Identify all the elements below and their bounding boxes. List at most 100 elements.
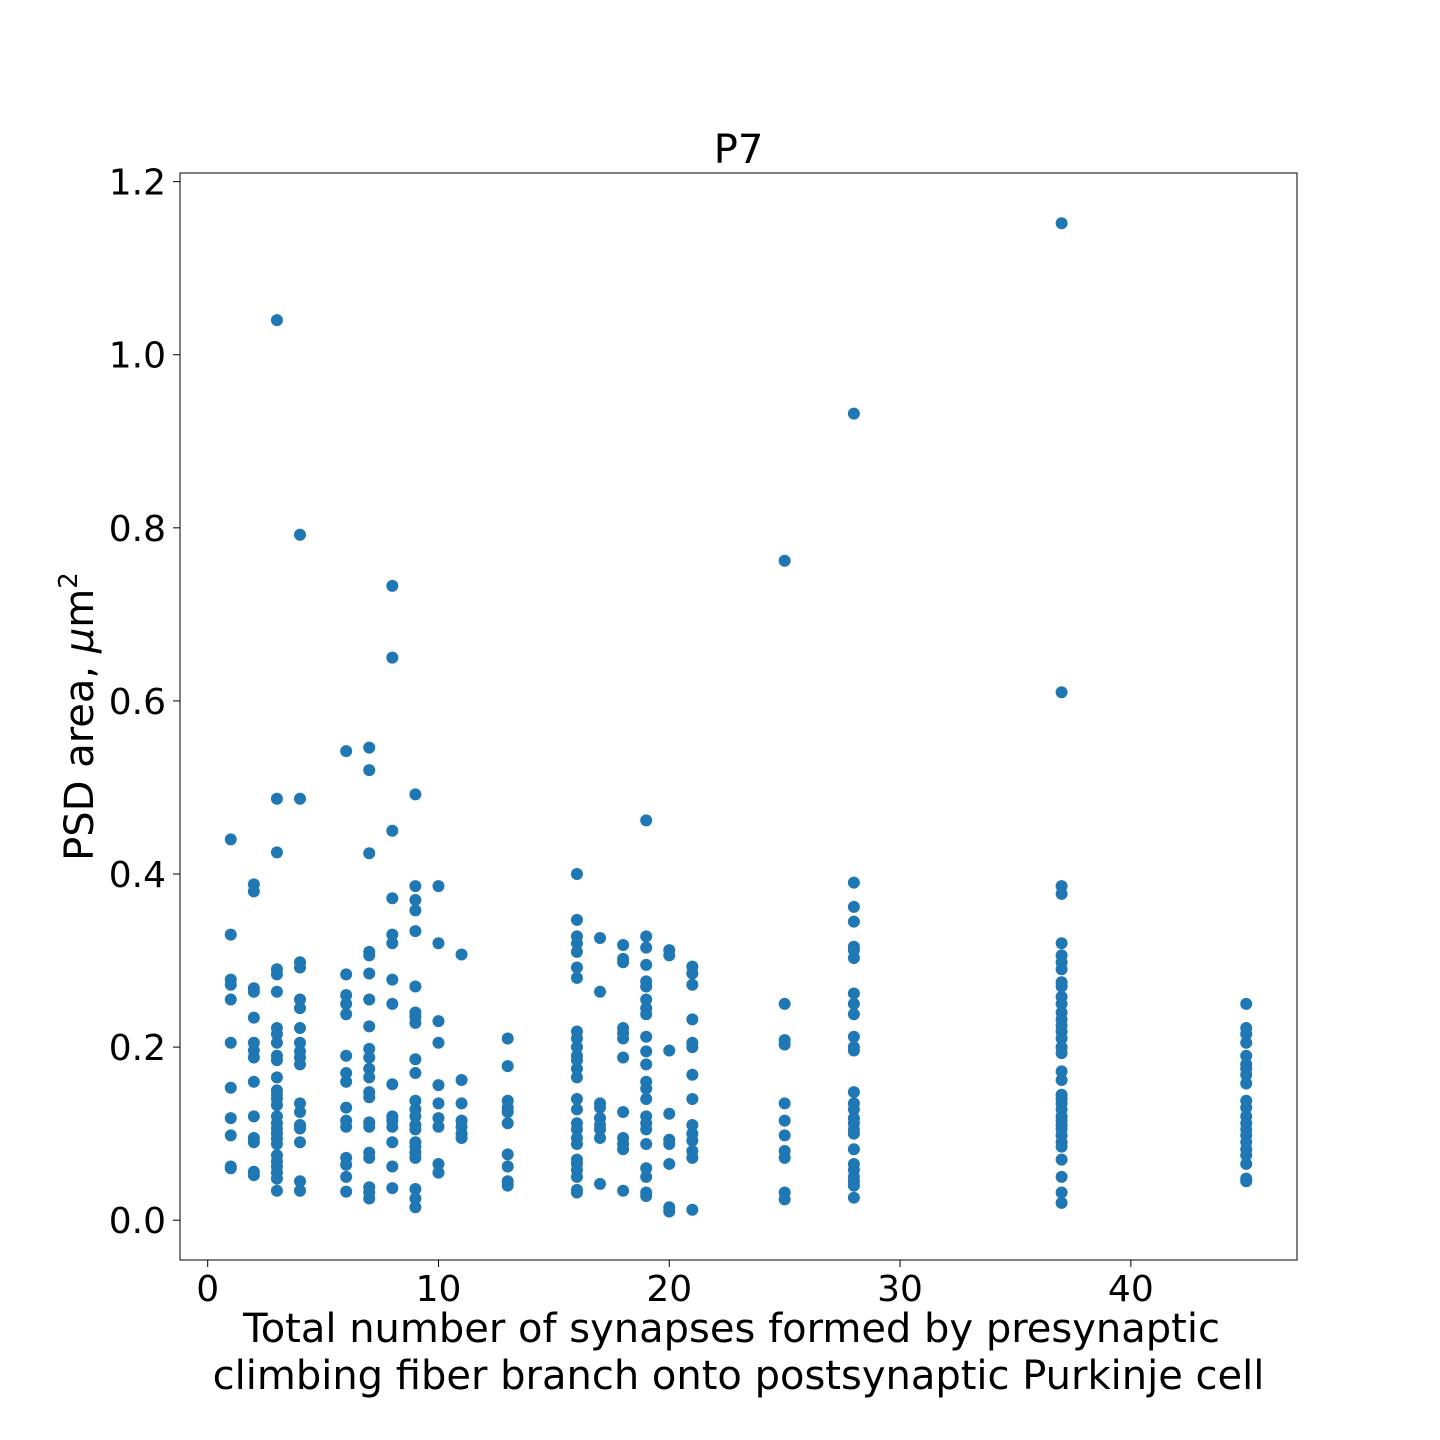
data-point	[455, 1073, 468, 1086]
y-tick-label: 0.4	[109, 855, 166, 896]
data-point	[340, 745, 353, 758]
data-point	[294, 528, 307, 541]
data-point	[640, 1093, 653, 1106]
data-point	[386, 928, 399, 941]
data-point	[1055, 980, 1068, 993]
data-point	[386, 937, 399, 950]
x-tick-label: 10	[416, 1269, 462, 1310]
data-point	[640, 958, 653, 971]
data-point	[363, 1020, 376, 1033]
data-point	[294, 1106, 307, 1119]
data-point	[386, 824, 399, 837]
data-point	[1055, 1153, 1068, 1166]
data-point	[570, 945, 583, 958]
data-point	[1055, 1047, 1068, 1060]
data-point	[570, 937, 583, 950]
y-axis-label: PSD area, μm2	[54, 572, 103, 861]
data-point	[294, 792, 307, 805]
data-point	[1055, 963, 1068, 976]
data-point	[1055, 1170, 1068, 1183]
data-point	[386, 997, 399, 1010]
data-point	[224, 978, 237, 991]
data-point	[570, 961, 583, 974]
data-point	[686, 1068, 699, 1081]
data-point	[1240, 1175, 1253, 1188]
data-point	[778, 1114, 791, 1127]
data-point	[409, 1201, 422, 1214]
data-point	[570, 868, 583, 881]
data-point	[409, 893, 422, 906]
data-point	[432, 1120, 445, 1133]
x-tick-label: 20	[646, 1269, 692, 1310]
data-point	[455, 948, 468, 961]
data-point	[1240, 1101, 1253, 1114]
data-point	[1240, 1049, 1253, 1062]
y-axis-label-mu: μ	[57, 628, 103, 654]
data-point	[340, 1067, 353, 1080]
data-point	[409, 980, 422, 993]
data-point	[386, 892, 399, 905]
x-axis: 0 10 20 30 40	[196, 1260, 1154, 1310]
data-point	[640, 1082, 653, 1095]
data-point	[409, 925, 422, 938]
data-point	[501, 1106, 514, 1119]
data-point	[432, 937, 445, 950]
data-point	[294, 1002, 307, 1015]
data-point	[501, 1032, 514, 1045]
data-point	[294, 1058, 307, 1071]
data-point	[594, 1101, 607, 1114]
y-tick-label: 0.2	[109, 1028, 166, 1069]
data-point	[847, 997, 860, 1010]
data-point	[409, 1094, 422, 1107]
x-tick-label: 30	[877, 1269, 923, 1310]
data-point	[455, 1131, 468, 1144]
data-point	[270, 1054, 283, 1067]
data-point	[294, 1175, 307, 1188]
data-point	[640, 980, 653, 993]
data-point	[686, 1203, 699, 1216]
y-tick-label: 1.0	[109, 336, 166, 377]
data-point	[847, 1143, 860, 1156]
data-point	[847, 1191, 860, 1204]
data-point	[432, 1157, 445, 1170]
data-point	[409, 880, 422, 893]
data-point	[409, 904, 422, 917]
data-point	[432, 1079, 445, 1092]
data-point	[686, 1013, 699, 1026]
data-point	[247, 885, 260, 898]
data-point	[640, 1045, 653, 1058]
data-point	[270, 1138, 283, 1151]
data-point	[294, 1122, 307, 1135]
data-point	[847, 951, 860, 964]
data-point	[1055, 887, 1068, 900]
data-point	[386, 1182, 399, 1195]
data-point	[363, 967, 376, 980]
y-axis-label-superscript: 2	[54, 572, 84, 589]
data-point	[663, 1205, 676, 1218]
data-point	[270, 1036, 283, 1049]
data-point	[247, 1051, 260, 1064]
data-point	[640, 941, 653, 954]
y-tick-label: 0.0	[109, 1201, 166, 1242]
data-point	[363, 993, 376, 1006]
data-point	[386, 651, 399, 664]
data-point	[617, 938, 630, 951]
data-point	[247, 1110, 260, 1123]
x-tick-label: 40	[1108, 1269, 1154, 1310]
data-point	[686, 1093, 699, 1106]
data-point	[363, 741, 376, 754]
data-point	[409, 1192, 422, 1205]
data-point	[640, 1008, 653, 1021]
data-point	[270, 1071, 283, 1084]
data-point	[847, 1086, 860, 1099]
y-axis-label-unit: m	[57, 589, 103, 628]
data-point	[247, 1075, 260, 1088]
y-tick-label: 0.6	[109, 682, 166, 723]
data-point	[617, 1032, 630, 1045]
data-point	[386, 1120, 399, 1133]
y-tick-label: 1.2	[109, 163, 166, 204]
data-point	[432, 1097, 445, 1110]
data-point	[686, 967, 699, 980]
data-point	[663, 1157, 676, 1170]
data-point	[640, 1138, 653, 1151]
